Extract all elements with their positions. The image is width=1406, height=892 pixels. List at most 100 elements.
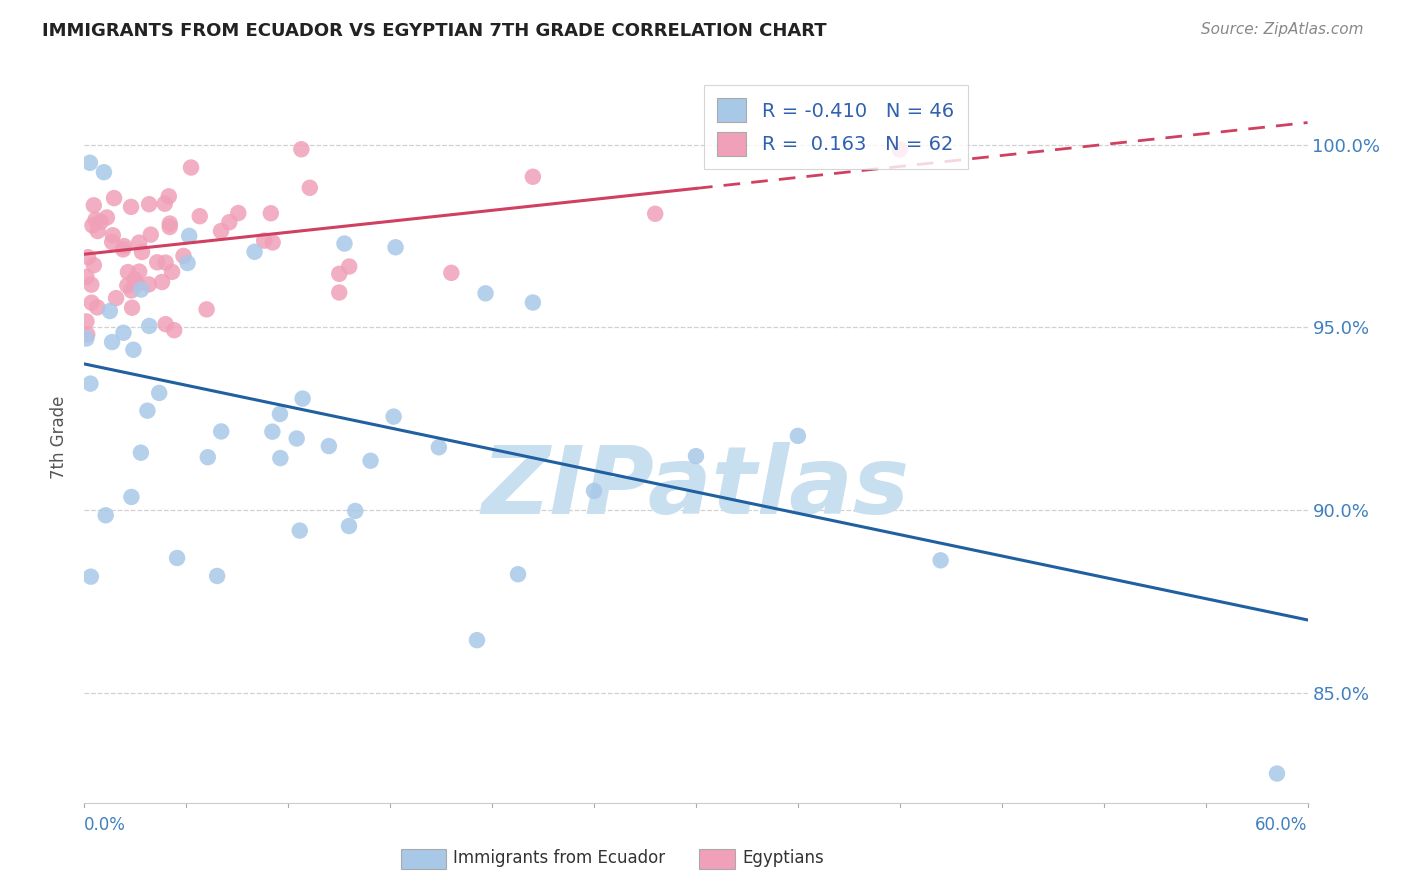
Text: 0.0%: 0.0% [84, 816, 127, 834]
Point [179, 228, 201, 243]
Point [318, 439, 340, 453]
Point [159, 219, 181, 234]
Point [163, 323, 186, 337]
Point [384, 240, 406, 254]
Point [77, 250, 100, 264]
Point [298, 181, 321, 195]
Point [195, 302, 218, 317]
Point [128, 264, 150, 278]
Point [205, 569, 228, 583]
Point [86, 301, 108, 315]
Point [328, 267, 350, 281]
Point [80, 295, 103, 310]
Point [328, 285, 350, 300]
Point [75, 314, 97, 328]
Point [288, 524, 311, 538]
Point [180, 161, 202, 175]
Point [136, 403, 159, 417]
Point [290, 142, 312, 156]
Point [522, 169, 544, 184]
Point [112, 239, 135, 253]
Point [150, 275, 173, 289]
Point [112, 326, 135, 340]
Point [209, 224, 232, 238]
Point [103, 191, 125, 205]
Point [117, 265, 139, 279]
Point [243, 244, 266, 259]
Point [440, 266, 463, 280]
Point [80, 277, 103, 292]
Point [117, 278, 139, 293]
Point [155, 255, 177, 269]
Point [94, 508, 117, 523]
Point [197, 450, 219, 465]
Point [262, 425, 284, 439]
Point [83, 258, 105, 272]
Point [583, 483, 606, 498]
Point [333, 236, 356, 251]
Text: Source: ZipAtlas.com: Source: ZipAtlas.com [1201, 22, 1364, 37]
Point [121, 301, 143, 315]
Point [474, 286, 496, 301]
Point [506, 567, 529, 582]
Point [787, 429, 810, 443]
Point [160, 265, 183, 279]
Point [269, 451, 291, 466]
Point [79, 155, 101, 169]
Point [685, 449, 707, 463]
Point [644, 207, 666, 221]
Point [157, 189, 180, 203]
Point [101, 235, 124, 249]
Point [176, 256, 198, 270]
Text: ZIPatlas: ZIPatlas [482, 442, 910, 534]
Point [226, 206, 249, 220]
Point [344, 504, 367, 518]
Point [86, 224, 108, 238]
Point [138, 277, 160, 292]
Point [129, 445, 152, 459]
Point [262, 235, 284, 250]
Point [291, 392, 314, 406]
Point [112, 243, 135, 257]
Point [101, 334, 124, 349]
Point [188, 209, 211, 223]
Point [96, 211, 118, 225]
Point [1265, 766, 1288, 780]
Point [84, 212, 107, 227]
Text: Immigrants from Ecuador: Immigrants from Ecuador [453, 849, 665, 867]
Point [929, 553, 952, 567]
Point [98, 304, 121, 318]
Point [75, 331, 97, 345]
Point [82, 219, 104, 233]
Point [76, 327, 98, 342]
Point [382, 409, 405, 424]
Point [360, 454, 382, 468]
Point [427, 440, 450, 454]
Point [146, 255, 169, 269]
Point [129, 283, 152, 297]
Point [269, 407, 291, 421]
Point [260, 206, 283, 220]
Legend: R = -0.410   N = 46, R =  0.163   N = 62: R = -0.410 N = 46, R = 0.163 N = 62 [703, 85, 967, 169]
Point [131, 245, 153, 260]
Point [166, 551, 188, 566]
Point [90, 215, 112, 229]
Point [105, 291, 128, 305]
Point [83, 198, 105, 212]
Point [159, 217, 181, 231]
Point [465, 633, 488, 648]
Point [120, 490, 142, 504]
Point [93, 165, 115, 179]
Point [101, 228, 124, 243]
Point [337, 260, 360, 274]
Point [153, 196, 176, 211]
Text: 60.0%: 60.0% [1256, 816, 1308, 834]
Point [75, 269, 97, 284]
Point [172, 249, 194, 263]
Point [139, 227, 162, 242]
Point [285, 432, 308, 446]
Point [138, 318, 160, 333]
Point [148, 386, 170, 401]
Point [889, 143, 911, 157]
Point [155, 317, 177, 331]
